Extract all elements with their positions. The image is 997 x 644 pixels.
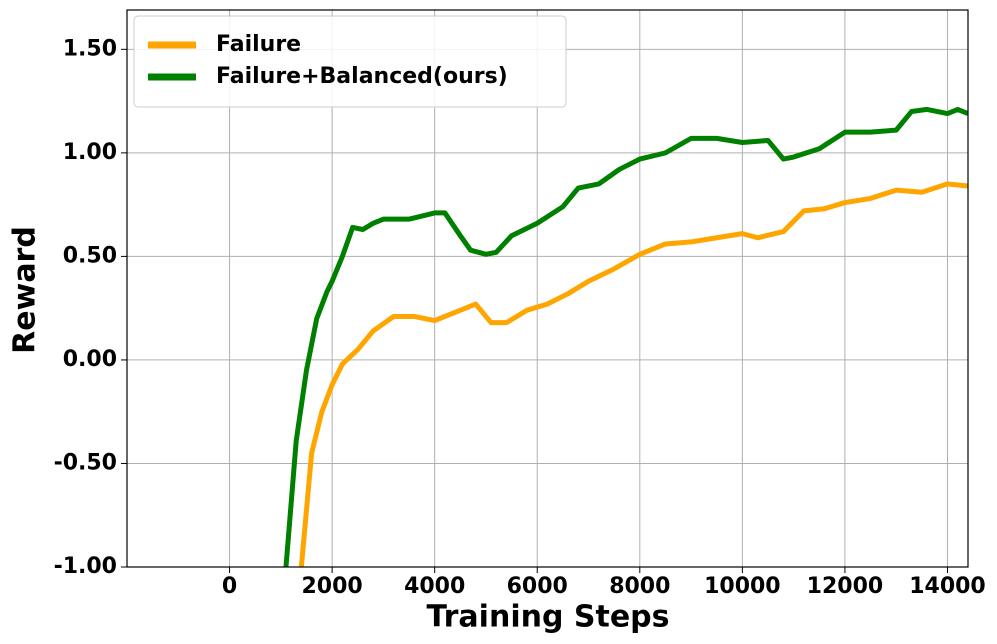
x-tick-label: 14000 (909, 574, 986, 599)
y-tick-label: 0.00 (63, 347, 117, 372)
line-series (298, 181, 968, 567)
y-axis-label: Reward (8, 226, 43, 354)
legend-label: Failure+Balanced(ours) (216, 64, 508, 89)
x-tick-label: 2000 (302, 574, 363, 599)
y-tick-label: -0.50 (54, 450, 117, 475)
plot-frame (126, 9, 969, 568)
x-tick-label: 10000 (704, 574, 781, 599)
x-axis-label: Training Steps (426, 600, 669, 635)
y-tick-label: 1.50 (63, 36, 117, 61)
y-tick-label: -1.00 (54, 554, 117, 579)
x-tick-label: 4000 (404, 574, 465, 599)
x-tick-label: 0 (222, 574, 237, 599)
x-tick-label: 8000 (609, 574, 670, 599)
x-tick-label: 6000 (507, 574, 568, 599)
line-series (283, 106, 968, 567)
legend-box (133, 15, 567, 108)
legend-label: Failure (216, 32, 301, 57)
y-tick-label: 0.50 (63, 243, 117, 268)
y-tick-label: 1.00 (63, 140, 117, 165)
x-tick-label: 12000 (807, 574, 884, 599)
